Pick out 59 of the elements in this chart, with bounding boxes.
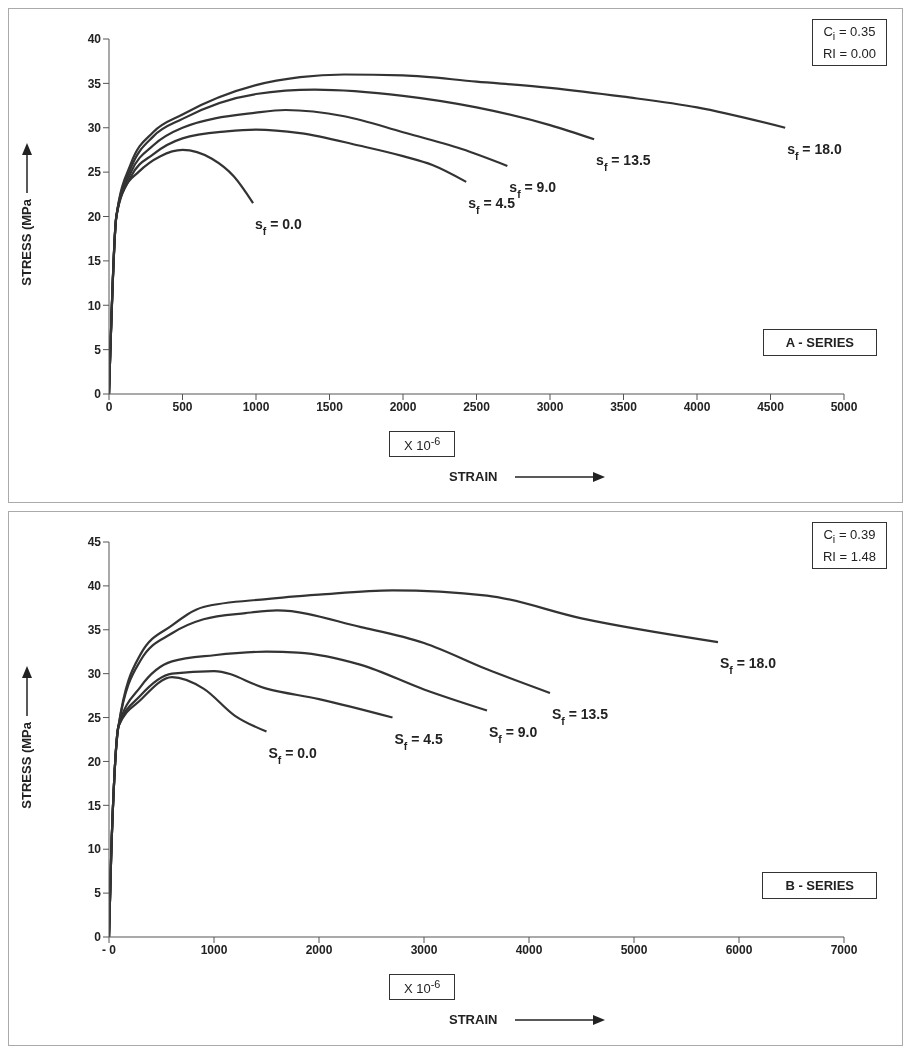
x-tick-label: 3500	[610, 399, 638, 414]
x-tick-label: 500	[172, 399, 193, 414]
y-tick-label: 0	[94, 930, 102, 945]
x-axis-title: STRAIN	[449, 1012, 498, 1027]
y-axis-title: STRESS (MPa	[19, 721, 34, 809]
x-tick-label: 5000	[830, 399, 858, 414]
series-label: s$_{f}$ = 0.0	[255, 216, 302, 238]
y-tick-label: 5	[94, 886, 102, 901]
y-tick-label: 10	[87, 298, 102, 313]
y-tick-label: 45	[87, 535, 102, 550]
x-axis-title: STRAIN	[449, 469, 498, 484]
x-tick-label: 2000	[305, 942, 333, 957]
y-tick-label: 10	[87, 842, 102, 857]
y-axis-title: STRESS (MPa	[19, 198, 34, 286]
x-tick-label: 4000	[515, 942, 543, 957]
series-label: S$_{f}$ = 18.0	[720, 655, 777, 677]
y-tick-label: 5	[94, 342, 102, 357]
x-tick-label: 0	[105, 399, 113, 414]
y-tick-label: 30	[87, 666, 102, 681]
x-tick-label: 4500	[757, 399, 785, 414]
y-tick-label: 15	[87, 798, 102, 813]
y-tick-label: 25	[87, 710, 102, 725]
y-tick-label: 25	[87, 165, 102, 180]
annotation: B - SERIES	[785, 878, 854, 893]
y-tick-label: 35	[87, 76, 102, 91]
annotation: C$_{i}$ = 0.35	[823, 24, 876, 42]
x-tick-label: 1500	[316, 399, 344, 414]
x-tick-label: 1000	[242, 399, 270, 414]
y-tick-label: 20	[87, 209, 102, 224]
series-label: s$_{f}$ = 18.0	[787, 140, 842, 162]
series-label: S$_{f}$ = 4.5	[394, 730, 443, 752]
x-tick-label: 3000	[410, 942, 438, 957]
annotation: C$_{i}$ = 0.39	[823, 527, 876, 545]
y-tick-label: 15	[87, 254, 102, 269]
series-label: S$_{f}$ = 0.0	[268, 744, 317, 766]
x-tick-label: 2000	[389, 399, 417, 414]
series-label: S$_{f}$ = 13.5	[552, 705, 609, 727]
annotation: RI = 0.00	[822, 45, 876, 61]
y-tick-label: 40	[87, 32, 102, 47]
x-tick-label: 7000	[830, 942, 858, 957]
x-tick-label: 1000	[200, 942, 228, 957]
x-tick-label: 6000	[725, 942, 753, 957]
x-tick-label: 2500	[463, 399, 491, 414]
x-tick-label: 5000	[620, 942, 648, 957]
x-tick-label: 4000	[683, 399, 711, 414]
y-tick-label: 30	[87, 121, 102, 136]
annotation: RI = 1.48	[822, 548, 876, 564]
y-tick-label: 40	[87, 579, 102, 594]
series-label: s$_{f}$ = 4.5	[468, 194, 516, 216]
series-label: S$_{f}$ = 9.0	[489, 723, 538, 745]
text: X 10$^{-6}$	[404, 978, 441, 997]
y-tick-label: 0	[94, 387, 102, 402]
series-label: s$_{f}$ = 13.5	[596, 152, 651, 174]
text: X 10$^{-6}$	[404, 435, 441, 454]
annotation: A - SERIES	[785, 335, 854, 350]
x-tick-label: - 0	[101, 942, 117, 957]
y-tick-label: 35	[87, 623, 102, 638]
y-tick-label: 20	[87, 754, 102, 769]
x-tick-label: 3000	[536, 399, 564, 414]
